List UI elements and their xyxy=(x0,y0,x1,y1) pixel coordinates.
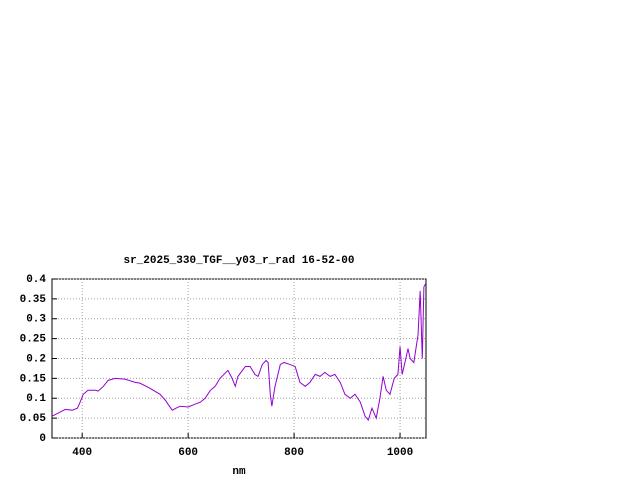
y-tick-label: 0.15 xyxy=(20,373,47,385)
y-tick-label: 0.2 xyxy=(26,353,46,365)
y-tick-label: 0.3 xyxy=(26,314,46,326)
y-tick-label: 0 xyxy=(39,433,46,445)
x-tick-label: 800 xyxy=(284,447,304,459)
y-tick-label: 0.4 xyxy=(26,274,46,286)
x-tick-label: 1000 xyxy=(387,447,413,459)
y-tick-label: 0.25 xyxy=(20,334,47,346)
x-tick-label: 600 xyxy=(178,447,198,459)
x-tick-label: 400 xyxy=(72,447,92,459)
chart-title: sr_2025_330_TGF__y03_r_rad 16-52-00 xyxy=(123,255,354,267)
data-line xyxy=(51,282,427,422)
y-tick-label: 0.35 xyxy=(20,294,47,306)
x-axis-label: nm xyxy=(232,466,246,478)
y-tick-label: 0.1 xyxy=(26,393,46,405)
y-tick-label: 0.05 xyxy=(20,413,47,425)
